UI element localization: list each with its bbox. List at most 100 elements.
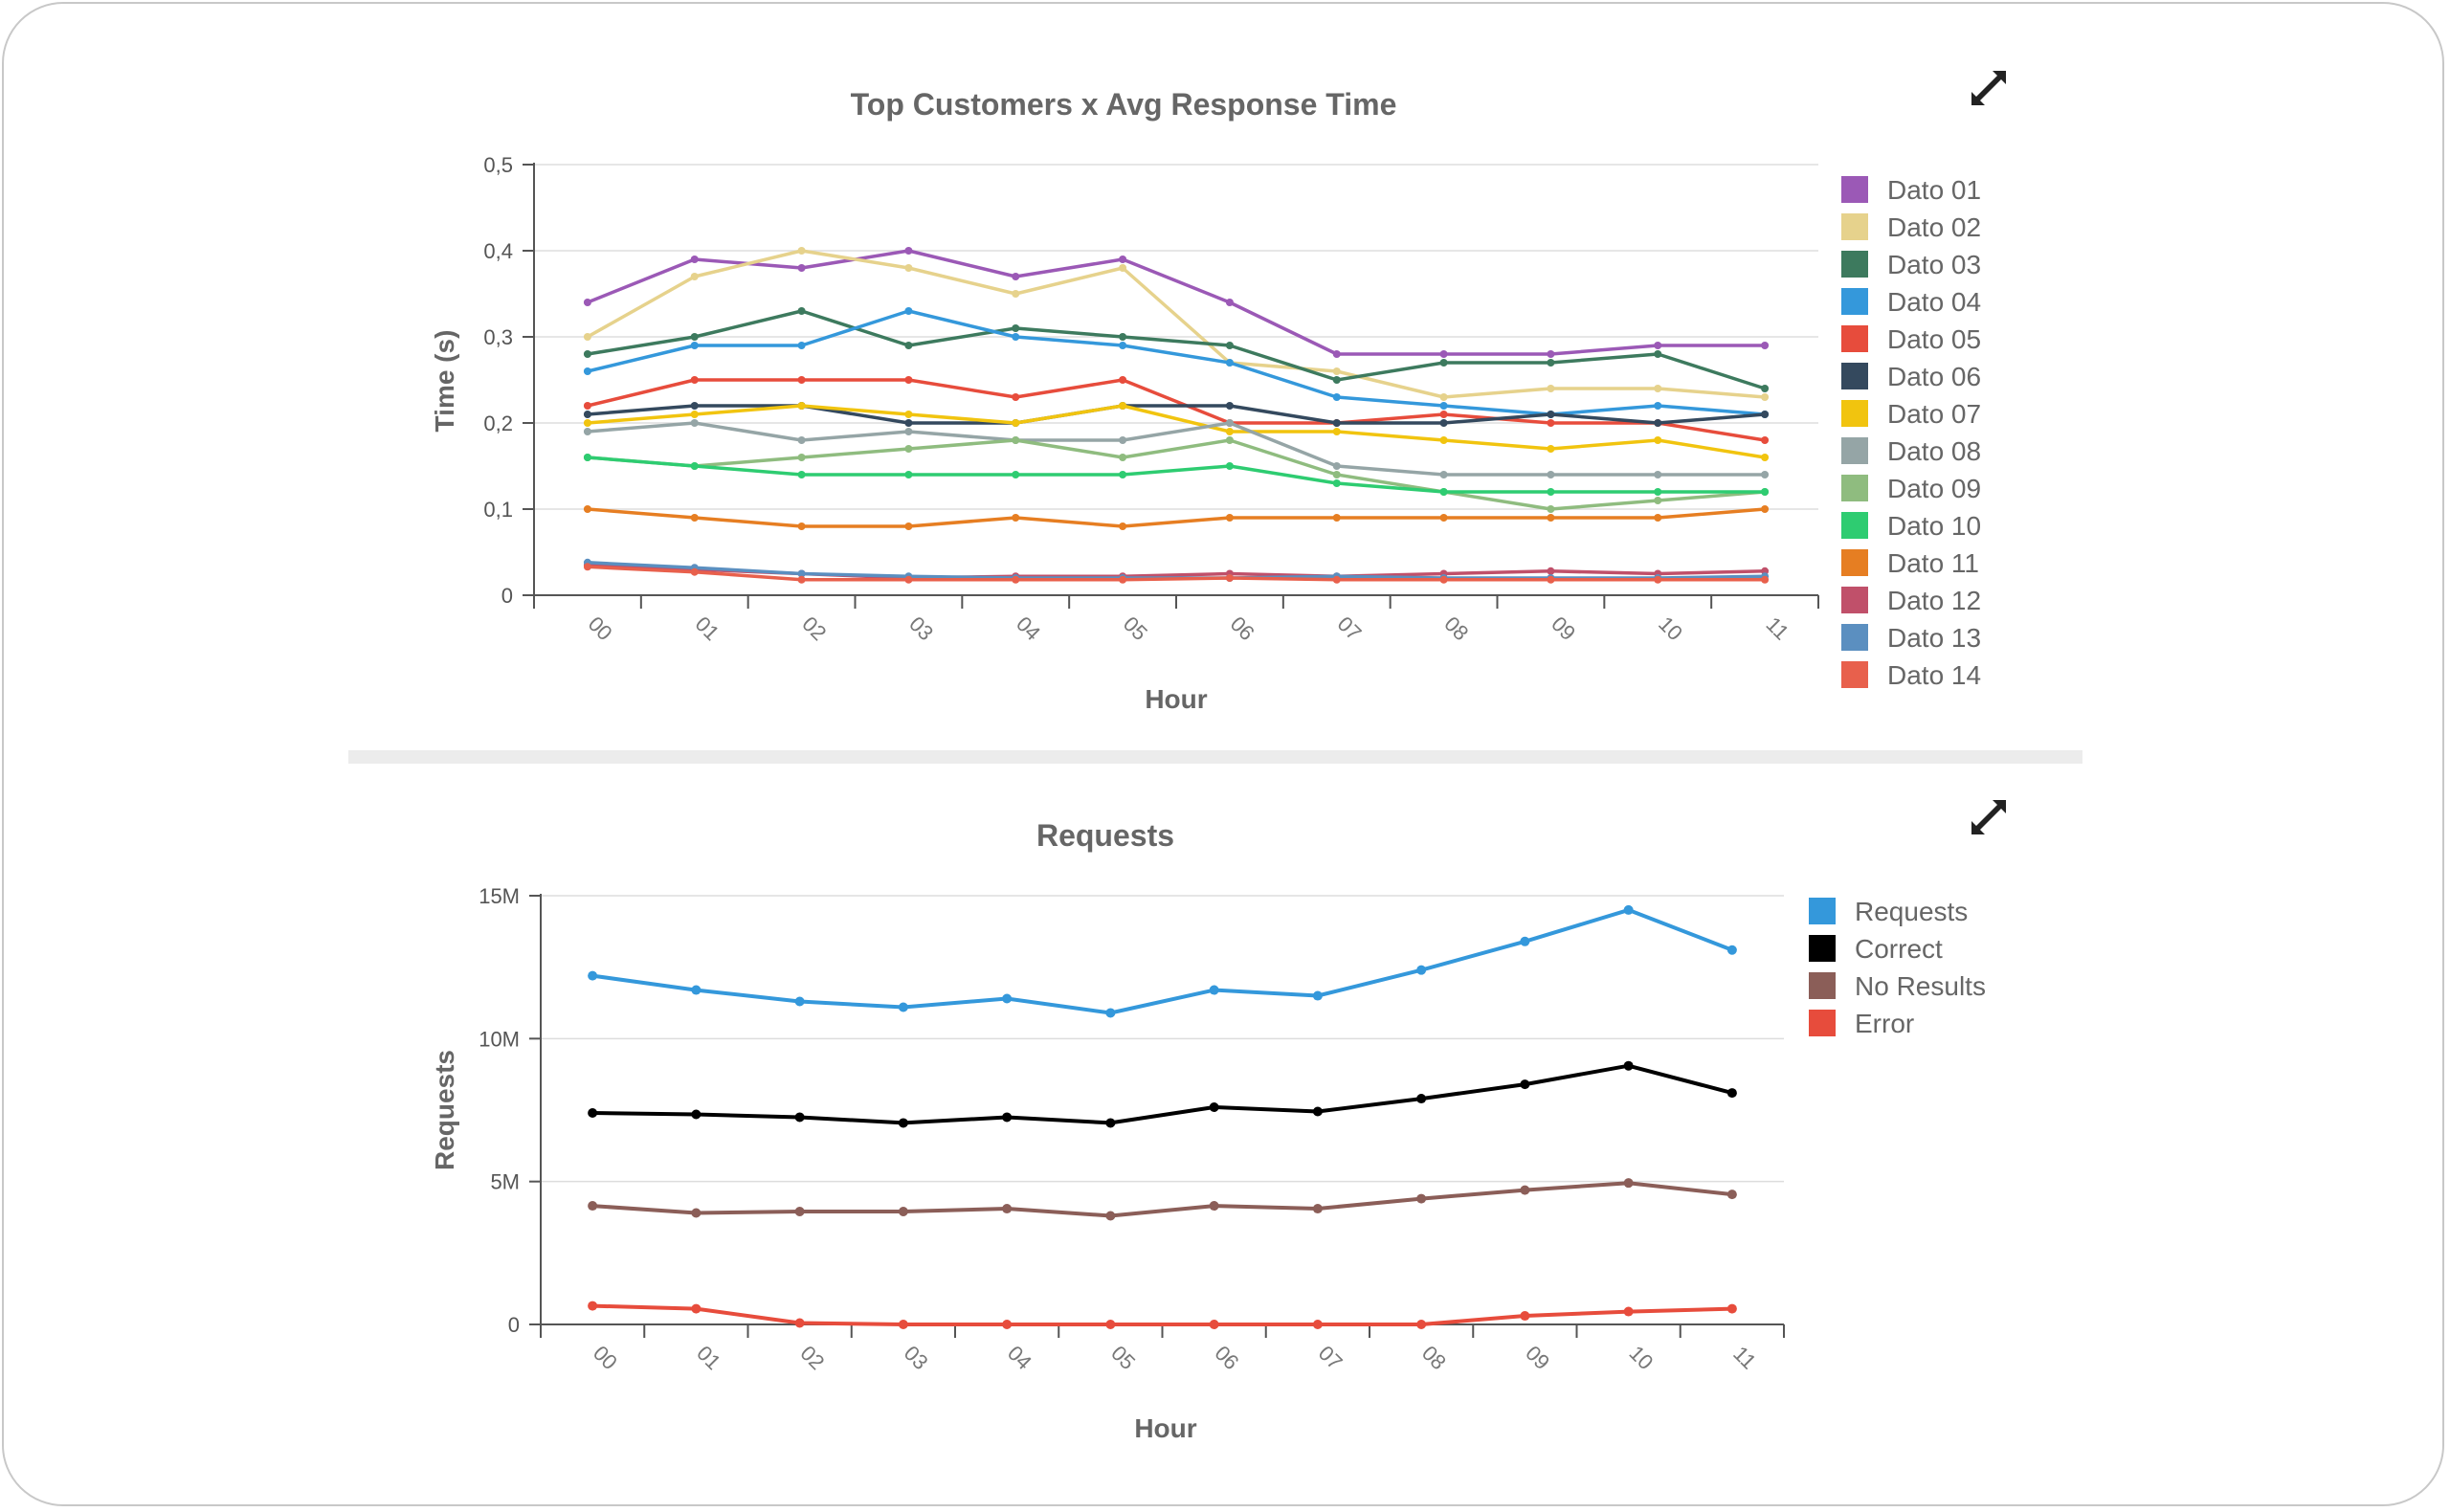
data-point[interactable] bbox=[1332, 471, 1341, 478]
data-point[interactable] bbox=[1119, 264, 1127, 272]
data-point[interactable] bbox=[904, 342, 913, 349]
data-point[interactable] bbox=[1439, 488, 1448, 496]
data-point[interactable] bbox=[1761, 575, 1770, 584]
data-point[interactable] bbox=[904, 523, 913, 530]
data-point[interactable] bbox=[1012, 333, 1020, 341]
data-point[interactable] bbox=[583, 505, 591, 513]
series-line-dato-11[interactable] bbox=[587, 507, 1766, 528]
data-point[interactable] bbox=[1119, 436, 1127, 444]
data-point[interactable] bbox=[1761, 454, 1770, 461]
data-point[interactable] bbox=[1547, 514, 1555, 522]
data-point[interactable] bbox=[1416, 1094, 1427, 1104]
data-point[interactable] bbox=[898, 1207, 908, 1217]
data-point[interactable] bbox=[1105, 1211, 1116, 1221]
data-point[interactable] bbox=[1002, 1204, 1013, 1214]
series-line-requests[interactable] bbox=[591, 907, 1733, 1015]
series-line-dato-10[interactable] bbox=[587, 456, 1766, 494]
data-point[interactable] bbox=[1761, 488, 1770, 496]
data-point[interactable] bbox=[1332, 514, 1341, 522]
data-point[interactable] bbox=[1119, 575, 1127, 584]
data-point[interactable] bbox=[1332, 367, 1341, 375]
data-point[interactable] bbox=[904, 419, 913, 427]
data-point[interactable] bbox=[588, 970, 598, 981]
data-point[interactable] bbox=[1119, 256, 1127, 263]
data-point[interactable] bbox=[1726, 1190, 1737, 1200]
data-point[interactable] bbox=[1761, 385, 1770, 392]
data-point[interactable] bbox=[797, 307, 806, 315]
series-line-dato-07[interactable] bbox=[587, 404, 1766, 459]
data-point[interactable] bbox=[797, 247, 806, 255]
data-point[interactable] bbox=[1119, 523, 1127, 530]
legend-item[interactable]: Error bbox=[1809, 1009, 1914, 1038]
data-point[interactable] bbox=[1332, 462, 1341, 470]
series-line-no-results[interactable] bbox=[591, 1181, 1733, 1218]
data-point[interactable] bbox=[904, 428, 913, 435]
data-point[interactable] bbox=[1002, 993, 1013, 1004]
data-point[interactable] bbox=[797, 471, 806, 478]
data-point[interactable] bbox=[1332, 428, 1341, 435]
data-point[interactable] bbox=[1225, 462, 1234, 470]
data-point[interactable] bbox=[690, 462, 699, 470]
data-point[interactable] bbox=[797, 436, 806, 444]
data-point[interactable] bbox=[1654, 385, 1662, 392]
data-point[interactable] bbox=[1416, 1320, 1427, 1329]
data-point[interactable] bbox=[1547, 419, 1555, 427]
data-point[interactable] bbox=[1209, 985, 1219, 995]
legend-item[interactable]: Dato 04 bbox=[1841, 287, 1981, 317]
data-point[interactable] bbox=[1225, 419, 1234, 427]
data-point[interactable] bbox=[1225, 299, 1234, 306]
data-point[interactable] bbox=[1119, 376, 1127, 384]
data-point[interactable] bbox=[1012, 419, 1020, 427]
data-point[interactable] bbox=[583, 350, 591, 358]
data-point[interactable] bbox=[1547, 471, 1555, 478]
data-point[interactable] bbox=[1654, 419, 1662, 427]
series-line-dato-05[interactable] bbox=[587, 378, 1766, 442]
data-point[interactable] bbox=[1726, 1303, 1737, 1314]
data-point[interactable] bbox=[1547, 445, 1555, 453]
data-point[interactable] bbox=[794, 1112, 805, 1123]
data-point[interactable] bbox=[1439, 411, 1448, 418]
data-point[interactable] bbox=[1119, 342, 1127, 349]
data-point[interactable] bbox=[691, 1208, 702, 1218]
data-point[interactable] bbox=[1439, 402, 1448, 410]
data-point[interactable] bbox=[1439, 393, 1448, 401]
data-point[interactable] bbox=[794, 1318, 805, 1328]
data-point[interactable] bbox=[583, 428, 591, 435]
legend-item[interactable]: Dato 03 bbox=[1841, 250, 1981, 279]
data-point[interactable] bbox=[1332, 350, 1341, 358]
data-point[interactable] bbox=[1439, 419, 1448, 427]
data-point[interactable] bbox=[1332, 575, 1341, 584]
data-point[interactable] bbox=[588, 1201, 598, 1212]
legend-item[interactable]: Dato 11 bbox=[1841, 548, 1979, 578]
data-point[interactable] bbox=[1654, 342, 1662, 349]
data-point[interactable] bbox=[794, 996, 805, 1007]
data-point[interactable] bbox=[1002, 1112, 1013, 1123]
data-point[interactable] bbox=[583, 563, 591, 571]
data-point[interactable] bbox=[1654, 471, 1662, 478]
legend-item[interactable]: Dato 12 bbox=[1841, 586, 1981, 615]
data-point[interactable] bbox=[1012, 575, 1020, 584]
data-point[interactable] bbox=[1726, 945, 1737, 955]
legend-item[interactable]: No Results bbox=[1809, 971, 1986, 1001]
data-point[interactable] bbox=[1654, 514, 1662, 522]
series-line-dato-04[interactable] bbox=[587, 309, 1766, 416]
data-point[interactable] bbox=[1623, 1306, 1634, 1317]
data-point[interactable] bbox=[583, 299, 591, 306]
data-point[interactable] bbox=[583, 419, 591, 427]
data-point[interactable] bbox=[1623, 1060, 1634, 1071]
data-point[interactable] bbox=[690, 567, 699, 576]
data-point[interactable] bbox=[1654, 402, 1662, 410]
data-point[interactable] bbox=[1761, 411, 1770, 418]
data-point[interactable] bbox=[690, 342, 699, 349]
data-point[interactable] bbox=[1119, 471, 1127, 478]
data-point[interactable] bbox=[1312, 990, 1323, 1001]
data-point[interactable] bbox=[1209, 1320, 1219, 1329]
data-point[interactable] bbox=[1547, 505, 1555, 513]
data-point[interactable] bbox=[588, 1107, 598, 1118]
data-point[interactable] bbox=[1012, 290, 1020, 298]
legend-item[interactable]: Correct bbox=[1809, 934, 1943, 964]
data-point[interactable] bbox=[797, 402, 806, 410]
data-point[interactable] bbox=[690, 419, 699, 427]
legend-item[interactable]: Dato 10 bbox=[1841, 511, 1981, 541]
data-point[interactable] bbox=[904, 575, 913, 584]
